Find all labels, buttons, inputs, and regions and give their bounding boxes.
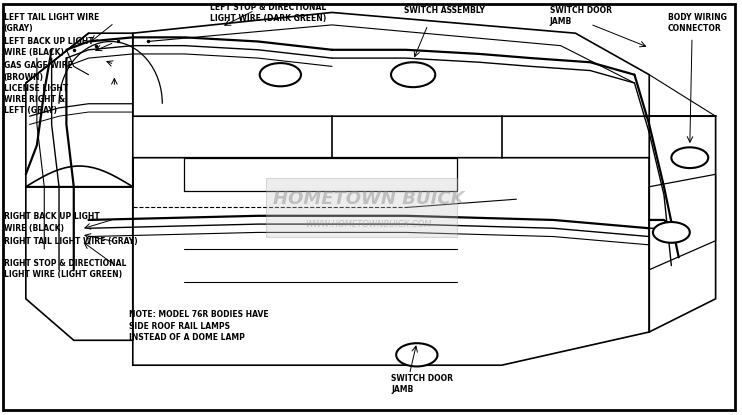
Text: RIGHT TAIL LIGHT WIRE (GRAY): RIGHT TAIL LIGHT WIRE (GRAY) xyxy=(4,237,137,247)
Text: BODY WIRING
CONNECTOR: BODY WIRING CONNECTOR xyxy=(668,13,726,33)
Text: LEFT TAIL LIGHT WIRE
(GRAY): LEFT TAIL LIGHT WIRE (GRAY) xyxy=(4,13,99,33)
Circle shape xyxy=(653,222,690,243)
Text: LEFT STOP & DIRECTIONAL
LIGHT WIRE (DARK GREEN): LEFT STOP & DIRECTIONAL LIGHT WIRE (DARK… xyxy=(210,3,326,23)
Text: GAS GAGE WIRE
(BROWN): GAS GAGE WIRE (BROWN) xyxy=(4,61,73,81)
Text: SWITCH DOOR
JAMB: SWITCH DOOR JAMB xyxy=(550,6,611,26)
Text: LEFT BACK UP LIGHT
WIRE (BLACK): LEFT BACK UP LIGHT WIRE (BLACK) xyxy=(4,37,93,57)
Text: SWITCH DOOR
JAMB: SWITCH DOOR JAMB xyxy=(391,374,453,394)
Text: NOTE: MODEL 76R BODIES HAVE
SIDE ROOF RAIL LAMPS
INSTEAD OF A DOME LAMP: NOTE: MODEL 76R BODIES HAVE SIDE ROOF RA… xyxy=(129,310,269,342)
Text: RIGHT STOP & DIRECTIONAL
LIGHT WIRE (LIGHT GREEN): RIGHT STOP & DIRECTIONAL LIGHT WIRE (LIG… xyxy=(4,259,126,279)
Text: WWW.HOMETOWNBUICK.COM: WWW.HOMETOWNBUICK.COM xyxy=(306,220,432,229)
Circle shape xyxy=(396,343,438,366)
Text: RIGHT BACK UP LIGHT
WIRE (BLACK): RIGHT BACK UP LIGHT WIRE (BLACK) xyxy=(4,212,99,232)
Circle shape xyxy=(260,63,301,86)
Text: LICENSE LIGHT
WIRE RIGHT &
LEFT (GRAY): LICENSE LIGHT WIRE RIGHT & LEFT (GRAY) xyxy=(4,84,68,115)
FancyBboxPatch shape xyxy=(266,178,457,237)
Circle shape xyxy=(391,62,436,87)
Circle shape xyxy=(672,147,709,168)
Text: HOMETOWN BUICK: HOMETOWN BUICK xyxy=(273,190,464,208)
Text: SWITCH ASSEMBLY: SWITCH ASSEMBLY xyxy=(404,6,485,15)
